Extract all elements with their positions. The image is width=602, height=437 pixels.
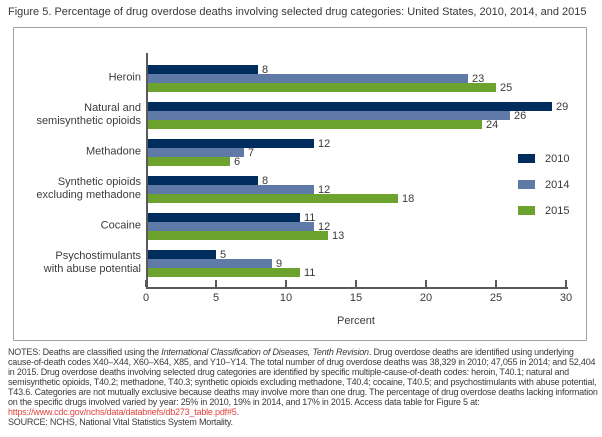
bar-2015-0 [146,83,496,92]
bar-value-label: 9 [276,258,283,270]
category-label: Cocaine [100,219,141,232]
category-label: Natural and semisynthetic opioids [36,102,141,127]
bar-2015-4 [146,231,328,240]
legend-swatch [518,180,535,189]
bar-2014-3 [146,185,314,194]
category-label: Methadone [85,145,141,158]
legend-swatch [518,206,535,215]
x-tick [565,280,567,287]
bar-value-label: 6 [234,156,241,168]
plot-area: Percent 2010 2014 2015 Heroin 8 23 25 Natural … [14,28,586,340]
figure-title: Figure 5. Percentage of drug overdose de… [8,6,587,18]
chart-frame: Percent 2010 2014 2015 Heroin 8 23 25 Natural … [13,27,587,341]
x-axis-line [146,287,568,289]
legend-label: 2015 [545,204,570,217]
legend: 2010 2014 2015 [518,152,569,230]
notes-body: . Drug overdose deaths are identified us… [8,347,598,407]
x-tick-label: 0 [142,292,150,304]
bar-value-label: 29 [556,101,569,113]
legend-label: 2010 [545,152,570,165]
notes-suffix: . [236,407,240,417]
legend-swatch [518,154,535,163]
bar-value-label: 5 [220,249,227,261]
legend-item-2014: 2014 [518,178,569,191]
x-tick-label: 25 [489,292,503,304]
bar-2010-0 [146,65,258,74]
x-tick [145,280,147,287]
bar-2015-2 [146,157,230,166]
bar-2015-5 [146,268,300,277]
category-label: Psychostimulants with abuse potential [43,250,141,275]
bar-value-label: 7 [248,147,255,159]
bar-value-label: 12 [318,138,331,150]
bar-2014-5 [146,259,272,268]
x-tick [425,280,427,287]
notes-prefix: NOTES: Deaths are classified using the [8,347,162,357]
bar-2014-4 [146,222,314,231]
x-axis-title: Percent [337,315,375,327]
bar-2014-0 [146,74,468,83]
notes-italic: International Classification of Diseases… [161,347,369,357]
legend-item-2015: 2015 [518,204,569,217]
x-tick-label: 30 [559,292,573,304]
bar-value-label: 26 [514,110,527,122]
x-tick [495,280,497,287]
bar-value-label: 11 [304,267,316,279]
bar-value-label: 25 [500,82,513,94]
bar-2010-2 [146,139,314,148]
bar-2014-2 [146,148,244,157]
x-tick-label: 5 [212,292,220,304]
bar-2010-1 [146,102,552,111]
x-tick-label: 20 [419,292,433,304]
bar-2010-3 [146,176,258,185]
category-label: Synthetic opioids excluding methadone [36,176,141,201]
notes-text: NOTES: Deaths are classified using the I… [8,347,599,427]
bar-value-label: 8 [262,175,269,187]
bar-2015-3 [146,194,398,203]
x-tick [215,280,217,287]
category-label: Heroin [108,71,141,84]
x-tick [285,280,287,287]
y-axis-line [146,53,148,289]
bar-value-label: 12 [318,221,331,233]
bar-value-label: 13 [332,230,345,242]
bar-value-label: 23 [472,73,485,85]
bar-2015-1 [146,120,482,129]
data-table-link[interactable]: https://www.cdc.gov/nchs/data/databriefs… [8,407,237,417]
bar-value-label: 24 [486,119,499,131]
bar-value-label: 12 [318,184,331,196]
x-tick-label: 10 [279,292,293,304]
legend-item-2010: 2010 [518,152,569,165]
legend-label: 2014 [545,178,570,191]
source-text: SOURCE: NCHS, National Vital Statistics … [8,417,233,427]
x-tick [355,280,357,287]
bar-2010-5 [146,250,216,259]
bar-2010-4 [146,213,300,222]
bar-value-label: 18 [402,193,415,205]
x-tick-label: 15 [349,292,363,304]
bar-value-label: 11 [304,212,316,224]
bar-2014-1 [146,111,510,120]
bar-value-label: 8 [262,64,269,76]
